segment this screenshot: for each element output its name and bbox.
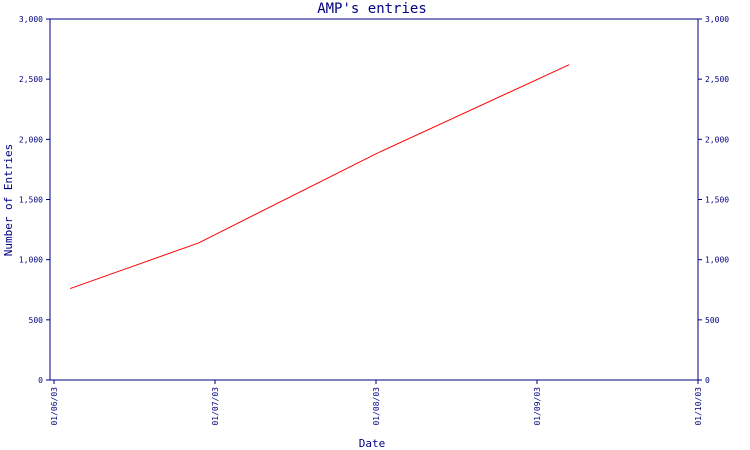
- left-y-axis: 0 500 1,000 1,500 2,000 2,500 3,000: [19, 15, 50, 385]
- right-y-tick-label: 500: [705, 316, 720, 325]
- right-y-tick-label: 0: [705, 376, 710, 385]
- x-tick-label: 01/09/03: [533, 387, 542, 426]
- chart-title: AMP's entries: [317, 1, 427, 17]
- x-tick-label: 01/10/03: [694, 387, 703, 426]
- left-y-tick-label: 1,500: [19, 196, 43, 205]
- y-axis-label: Number of Entries: [2, 144, 15, 257]
- right-y-tick-label: 3,000: [705, 15, 729, 24]
- x-axis-label: Date: [359, 437, 386, 450]
- left-y-tick-label: 2,000: [19, 135, 43, 144]
- x-axis: 01/06/03 01/07/03 01/08/03 01/09/03 01/10/03: [50, 380, 703, 426]
- series-layer: [69, 64, 570, 290]
- x-tick-label: 01/06/03: [50, 387, 59, 426]
- left-y-tick-label: 1,000: [19, 256, 43, 265]
- right-y-axis: 0 500 1,000 1,500 2,000 2,500 3,000: [698, 15, 729, 385]
- left-y-tick-label: 0: [38, 376, 43, 385]
- right-y-tick-label: 2,000: [705, 135, 729, 144]
- left-y-tick-label: 500: [29, 316, 44, 325]
- x-tick-label: 01/08/03: [372, 387, 381, 426]
- plot-frame: [49, 18, 699, 381]
- right-y-tick-label: 1,000: [705, 256, 729, 265]
- left-y-tick-label: 3,000: [19, 15, 43, 24]
- left-y-tick-label: 2,500: [19, 75, 43, 84]
- right-y-tick-label: 2,500: [705, 75, 729, 84]
- x-tick-label: 01/07/03: [211, 387, 220, 426]
- series-line-1: [69, 64, 570, 290]
- right-y-tick-label: 1,500: [705, 196, 729, 205]
